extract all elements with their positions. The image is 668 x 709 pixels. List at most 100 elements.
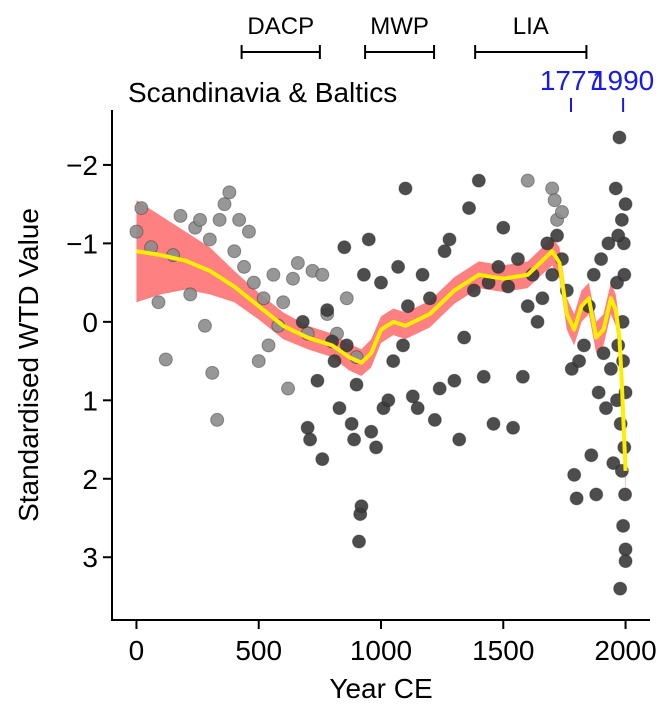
marker-label: 1990 (592, 65, 654, 96)
data-point (354, 499, 369, 514)
data-point (290, 256, 305, 270)
data-point (422, 291, 437, 306)
data-point (332, 401, 347, 416)
data-point (576, 338, 591, 353)
data-point (462, 201, 477, 216)
data-point (618, 542, 633, 557)
data-point (540, 236, 555, 251)
data-point (452, 432, 467, 447)
data-point (530, 314, 545, 329)
data-point (466, 283, 481, 298)
data-point (535, 291, 550, 306)
data-point (202, 232, 217, 247)
data-point (381, 393, 396, 408)
data-point (251, 354, 266, 369)
x-tick-label: 0 (129, 635, 145, 666)
data-point (510, 252, 525, 267)
data-point (197, 318, 212, 333)
data-point (310, 373, 325, 388)
data-point (295, 314, 310, 329)
fit-line (136, 249, 628, 472)
data-point (158, 352, 173, 367)
data-point (232, 212, 247, 227)
data-point (594, 252, 609, 267)
data-point (173, 208, 188, 223)
data-point (256, 291, 271, 306)
data-point (193, 212, 208, 227)
data-point (151, 295, 166, 310)
data-point (584, 448, 599, 463)
data-point (396, 338, 411, 353)
data-point (506, 420, 521, 435)
data-point (205, 365, 220, 380)
data-point (442, 232, 457, 247)
data-point (447, 373, 462, 388)
confidence-band (136, 200, 626, 495)
data-point (320, 303, 335, 318)
data-point (432, 381, 447, 396)
period-label: MWP (370, 13, 429, 40)
data-point (554, 205, 569, 219)
data-point (617, 267, 632, 282)
data-point (303, 432, 318, 447)
data-point (545, 267, 560, 282)
data-point (356, 267, 371, 282)
data-point (400, 299, 415, 314)
data-point (501, 279, 516, 294)
data-point (415, 267, 430, 282)
marker-label: 1777 (540, 65, 602, 96)
x-tick-label: 2000 (594, 635, 656, 666)
x-tick-label: 1500 (472, 635, 534, 666)
data-point (486, 416, 501, 431)
data-point (344, 416, 359, 431)
data-point (398, 181, 413, 196)
data-point (598, 401, 613, 416)
period-bracket (474, 45, 588, 59)
data-point (612, 130, 627, 145)
x-tick-label: 1000 (350, 635, 412, 666)
data-point (351, 534, 366, 549)
data-point (618, 554, 633, 569)
x-tick-label: 500 (235, 635, 282, 666)
data-point (606, 456, 621, 471)
data-point (337, 240, 352, 255)
data-point (349, 377, 364, 392)
data-point (515, 369, 530, 384)
data-point (618, 197, 633, 212)
data-point (471, 173, 486, 188)
data-point (613, 581, 628, 596)
data-point (410, 401, 425, 416)
data-point (315, 452, 330, 467)
y-tick-label: 2 (82, 464, 98, 495)
data-point (364, 424, 379, 439)
data-point (520, 299, 535, 314)
data-point (614, 212, 629, 227)
data-point (210, 412, 225, 427)
y-tick-label: 3 (82, 542, 98, 573)
data-point (241, 224, 256, 239)
y-tick-label: 1 (82, 385, 98, 416)
data-point (601, 236, 616, 251)
period-bracket (364, 45, 436, 59)
data-point (569, 491, 584, 506)
period-label: DACP (247, 13, 314, 40)
data-point (391, 259, 406, 274)
data-point (281, 381, 296, 396)
data-point (427, 412, 442, 427)
y-axis-label: Standardised WTD Value (13, 208, 44, 522)
data-point (374, 275, 388, 290)
data-point (618, 487, 633, 502)
data-point (276, 295, 291, 310)
x-axis-label: Year CE (329, 673, 432, 704)
data-point (134, 201, 149, 216)
data-point (520, 173, 535, 188)
data-point (572, 354, 587, 369)
data-point (227, 244, 242, 259)
data-point (266, 267, 281, 282)
data-point (347, 432, 362, 447)
y-tick-label: −1 (66, 228, 98, 259)
data-point (261, 338, 276, 353)
data-point (386, 354, 401, 369)
